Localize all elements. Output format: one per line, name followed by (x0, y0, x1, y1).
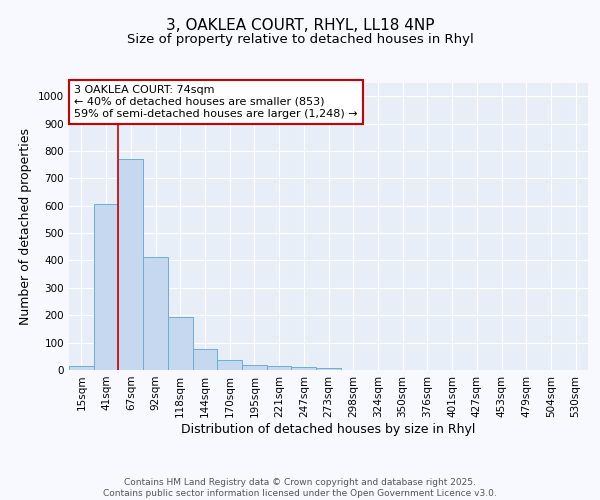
Bar (292, 366, 316, 370)
Bar (193, 349, 217, 370)
Text: Contains HM Land Registry data © Crown copyright and database right 2025.
Contai: Contains HM Land Registry data © Crown c… (103, 478, 497, 498)
Text: Size of property relative to detached houses in Rhyl: Size of property relative to detached ho… (127, 32, 473, 46)
Bar (217, 360, 242, 370)
Bar (316, 368, 341, 370)
X-axis label: Distribution of detached houses by size in Rhyl: Distribution of detached houses by size … (181, 422, 476, 436)
Bar (118, 159, 143, 370)
Bar (143, 257, 168, 370)
Text: 3 OAKLEA COURT: 74sqm
← 40% of detached houses are smaller (853)
59% of semi-det: 3 OAKLEA COURT: 74sqm ← 40% of detached … (74, 86, 358, 118)
Text: 3, OAKLEA COURT, RHYL, LL18 4NP: 3, OAKLEA COURT, RHYL, LL18 4NP (166, 18, 434, 32)
Bar (242, 365, 267, 370)
Bar (94, 204, 118, 370)
Bar (69, 366, 94, 370)
Y-axis label: Number of detached properties: Number of detached properties (19, 128, 32, 325)
Bar (267, 366, 292, 370)
Bar (168, 318, 193, 370)
